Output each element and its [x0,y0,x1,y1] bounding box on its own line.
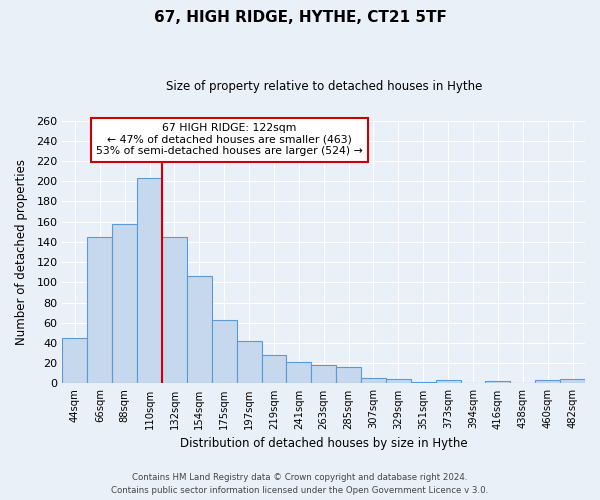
Bar [436,380,461,384]
Bar [137,178,162,384]
Title: Size of property relative to detached houses in Hythe: Size of property relative to detached ho… [166,80,482,93]
X-axis label: Distribution of detached houses by size in Hythe: Distribution of detached houses by size … [180,437,467,450]
Bar [336,368,361,384]
Bar [286,362,311,384]
Text: 67, HIGH RIDGE, HYTHE, CT21 5TF: 67, HIGH RIDGE, HYTHE, CT21 5TF [154,10,446,25]
Bar [560,380,585,384]
Bar [361,378,386,384]
Bar [88,237,112,384]
Bar [535,380,560,384]
Bar [411,382,436,384]
Bar [62,338,88,384]
Bar [162,237,187,384]
Bar [112,224,137,384]
Bar [212,320,236,384]
Text: Contains HM Land Registry data © Crown copyright and database right 2024.
Contai: Contains HM Land Registry data © Crown c… [112,474,488,495]
Bar [187,276,212,384]
Bar [236,341,262,384]
Bar [386,380,411,384]
Bar [485,382,511,384]
Y-axis label: Number of detached properties: Number of detached properties [15,159,28,345]
Bar [311,365,336,384]
Text: 67 HIGH RIDGE: 122sqm
← 47% of detached houses are smaller (463)
53% of semi-det: 67 HIGH RIDGE: 122sqm ← 47% of detached … [96,123,363,156]
Bar [262,355,286,384]
